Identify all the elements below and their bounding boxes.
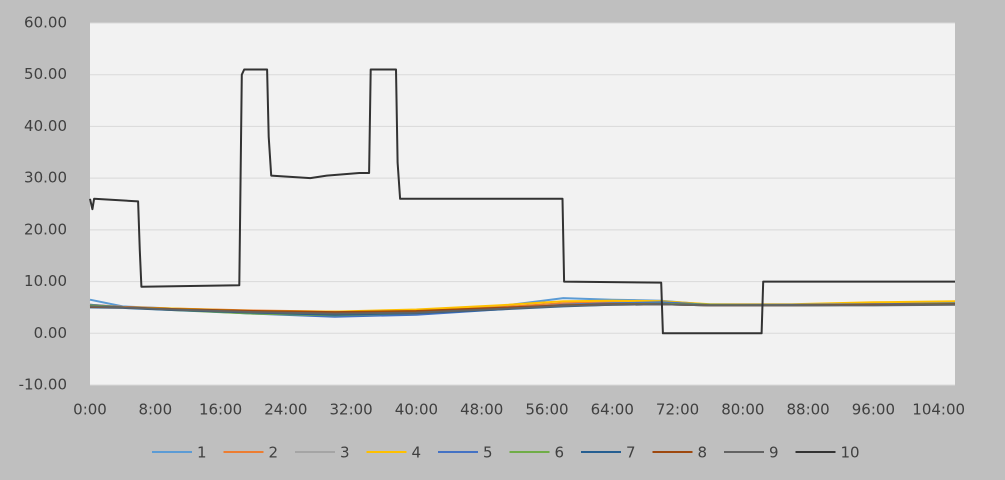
x-tick-label: 24:00 <box>264 401 307 419</box>
x-tick-label: 48:00 <box>460 401 503 419</box>
legend-label: 4 <box>412 444 422 462</box>
legend-label: 1 <box>197 444 207 462</box>
y-tick-label: 20.00 <box>24 220 67 238</box>
legend-label: 3 <box>340 444 350 462</box>
legend-label: 5 <box>483 444 493 462</box>
y-tick-label: 10.00 <box>24 272 67 290</box>
legend-label: 8 <box>698 444 708 462</box>
x-tick-label: 32:00 <box>330 401 373 419</box>
legend-label: 10 <box>841 444 860 462</box>
x-tick-label: 96:00 <box>852 401 895 419</box>
x-tick-label: 64:00 <box>591 401 634 419</box>
series-line <box>89 68 955 335</box>
x-tick-label: 0:00 <box>73 401 107 419</box>
y-tick-label: 30.00 <box>24 169 67 187</box>
plot-area <box>90 23 955 385</box>
legend-label: 9 <box>769 444 779 462</box>
y-tick-label: 0.00 <box>34 324 67 342</box>
x-tick-label: 72:00 <box>656 401 699 419</box>
x-tick-label: 88:00 <box>786 401 829 419</box>
legend-label: 2 <box>269 444 279 462</box>
x-tick-label: 8:00 <box>138 401 172 419</box>
y-tick-label: 60.00 <box>24 14 67 32</box>
y-tick-label: 40.00 <box>24 117 67 135</box>
series-line <box>89 303 956 315</box>
x-tick-label: 16:00 <box>199 401 242 419</box>
y-tick-label: -10.00 <box>19 376 67 394</box>
x-tick-label: 40:00 <box>395 401 438 419</box>
x-tick-label: 80:00 <box>721 401 764 419</box>
x-tick-label: 104:00 <box>912 401 965 419</box>
legend-label: 7 <box>626 444 636 462</box>
legend-label: 6 <box>555 444 565 462</box>
y-tick-label: 50.00 <box>24 65 67 83</box>
x-tick-label: 56:00 <box>525 401 568 419</box>
